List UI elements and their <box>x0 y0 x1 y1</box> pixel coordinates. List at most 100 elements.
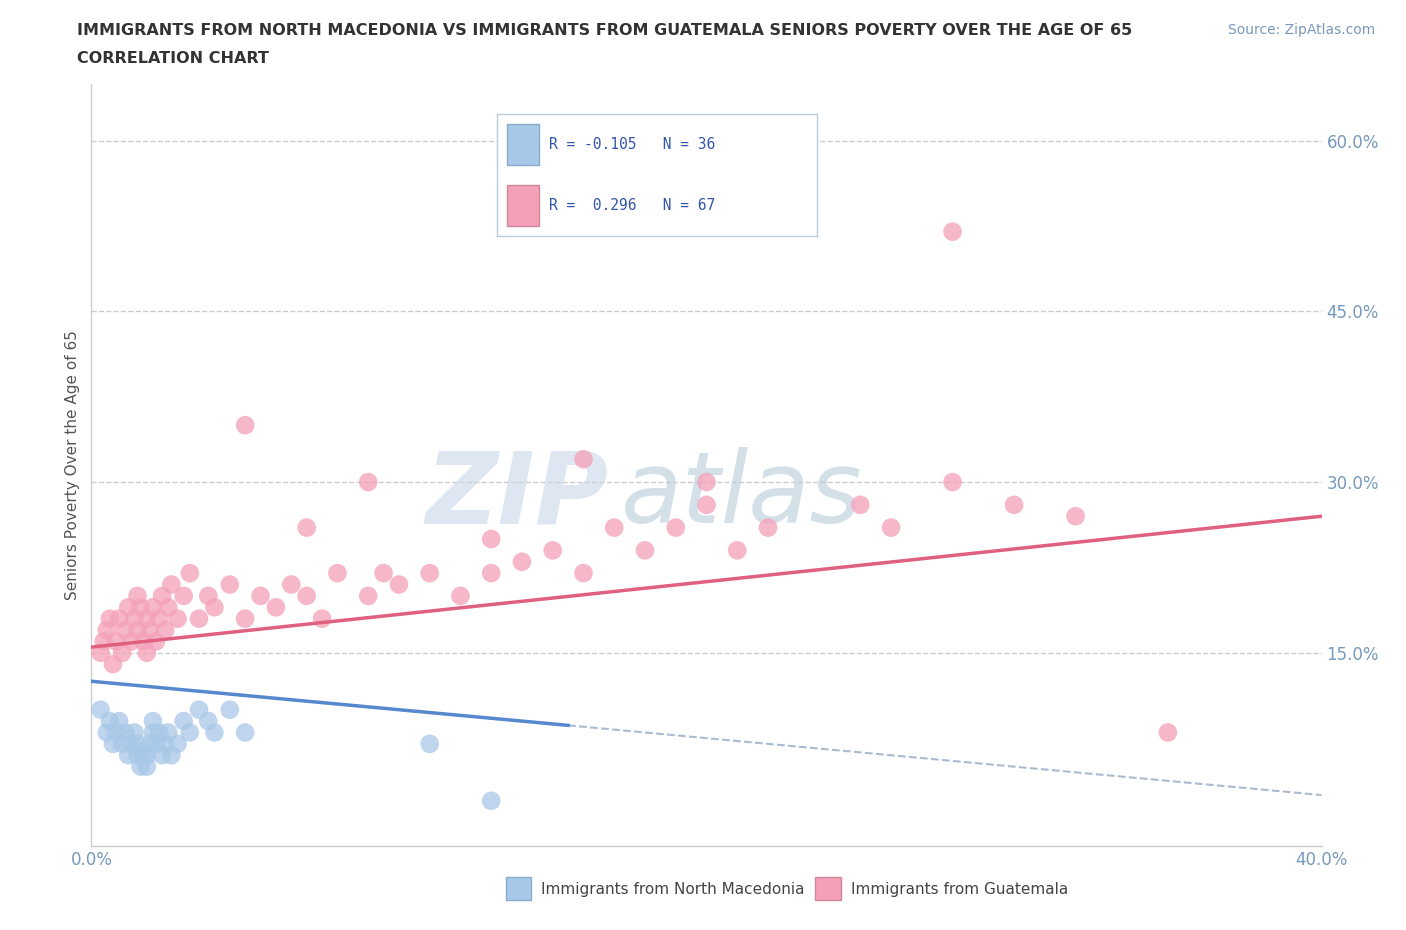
Point <box>665 520 688 535</box>
Point <box>114 622 136 637</box>
Point <box>93 634 115 649</box>
Point <box>326 565 349 580</box>
Point <box>249 589 271 604</box>
Point <box>1064 509 1087 524</box>
Point <box>1157 725 1180 740</box>
Point <box>479 565 502 580</box>
Point <box>101 737 124 751</box>
Point <box>179 565 201 580</box>
Point <box>127 737 149 751</box>
Point <box>135 759 157 774</box>
Point <box>202 600 225 615</box>
Point <box>1002 498 1025 512</box>
Point <box>127 748 149 763</box>
Text: Immigrants from Guatemala: Immigrants from Guatemala <box>851 882 1069 897</box>
Point <box>311 611 333 626</box>
Point <box>541 543 564 558</box>
Point <box>264 600 287 615</box>
Point <box>108 713 131 728</box>
Point <box>129 759 152 774</box>
Point <box>142 725 165 740</box>
Point <box>603 520 626 535</box>
Text: atlas: atlas <box>620 447 862 544</box>
Point <box>510 554 533 569</box>
Point <box>98 611 121 626</box>
Point <box>233 725 256 740</box>
Point <box>132 634 155 649</box>
Point <box>105 634 127 649</box>
Point <box>157 600 180 615</box>
Point <box>127 622 149 637</box>
Point <box>634 543 657 558</box>
Point <box>373 565 395 580</box>
Point <box>145 737 167 751</box>
Point <box>696 498 718 512</box>
Point <box>160 748 183 763</box>
Point <box>218 578 240 592</box>
Point <box>357 474 380 489</box>
Point <box>572 565 595 580</box>
Point <box>449 589 471 604</box>
Point <box>173 589 195 604</box>
Point <box>135 748 157 763</box>
Point <box>142 713 165 728</box>
Text: Source: ZipAtlas.com: Source: ZipAtlas.com <box>1227 23 1375 37</box>
Point <box>188 702 211 717</box>
Point <box>148 611 170 626</box>
Point <box>295 589 318 604</box>
Point <box>696 474 718 489</box>
Point <box>127 589 149 604</box>
Point <box>188 611 211 626</box>
Point <box>90 702 112 717</box>
Text: CORRELATION CHART: CORRELATION CHART <box>77 51 269 66</box>
Point <box>111 737 134 751</box>
Text: ZIP: ZIP <box>425 447 607 544</box>
Point <box>153 737 177 751</box>
Point <box>142 600 165 615</box>
Point <box>179 725 201 740</box>
Point <box>145 634 167 649</box>
Point <box>157 725 180 740</box>
Point <box>357 589 380 604</box>
Point <box>139 622 162 637</box>
Point <box>419 565 441 580</box>
Point <box>166 737 188 751</box>
Point <box>120 737 142 751</box>
Point <box>849 498 872 512</box>
Point <box>233 418 256 432</box>
Point <box>150 748 173 763</box>
Point <box>90 645 112 660</box>
Point <box>280 578 302 592</box>
Point <box>202 725 225 740</box>
Point <box>96 725 118 740</box>
Point <box>479 532 502 547</box>
Point <box>96 622 118 637</box>
Point <box>725 543 748 558</box>
Point <box>197 589 219 604</box>
Point <box>419 737 441 751</box>
Point <box>98 713 121 728</box>
Point <box>166 611 188 626</box>
Text: IMMIGRANTS FROM NORTH MACEDONIA VS IMMIGRANTS FROM GUATEMALA SENIORS POVERTY OVE: IMMIGRANTS FROM NORTH MACEDONIA VS IMMIG… <box>77 23 1133 38</box>
Point <box>139 737 162 751</box>
Point <box>479 793 502 808</box>
Point <box>942 474 965 489</box>
Point <box>942 224 965 239</box>
Point <box>114 725 136 740</box>
Y-axis label: Seniors Poverty Over the Age of 65: Seniors Poverty Over the Age of 65 <box>65 330 80 600</box>
Point <box>218 702 240 717</box>
Point <box>388 578 411 592</box>
Text: Immigrants from North Macedonia: Immigrants from North Macedonia <box>541 882 804 897</box>
Point <box>101 657 124 671</box>
Point <box>148 725 170 740</box>
Point <box>880 520 903 535</box>
Point <box>756 520 779 535</box>
Point <box>160 578 183 592</box>
Point <box>132 748 155 763</box>
Point <box>120 634 142 649</box>
Point <box>129 600 152 615</box>
Point <box>105 725 127 740</box>
Point <box>197 713 219 728</box>
Point <box>135 611 157 626</box>
Point <box>111 645 134 660</box>
